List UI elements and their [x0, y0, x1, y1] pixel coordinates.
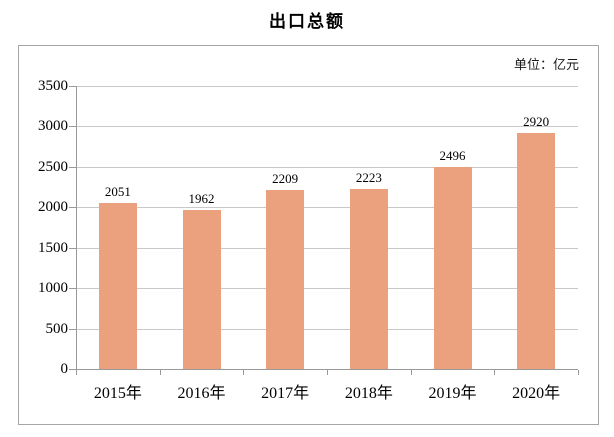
gridline — [76, 328, 578, 330]
x-axis-tick-label: 2017年 — [261, 385, 310, 402]
bar-value-label: 2496 — [439, 148, 466, 164]
gridline — [76, 166, 578, 168]
plot-area: 0 500 1000 1500 2000 2500 3000 3500 2051 2015年 196… — [19, 46, 598, 424]
y-axis-tick — [69, 369, 76, 370]
chart-title: 出口总额 — [269, 12, 345, 31]
y-axis-tick-label: 1000 — [38, 280, 68, 297]
bar — [349, 189, 388, 369]
unit-label: 单位：亿元 — [513, 57, 579, 72]
gridline — [76, 86, 578, 87]
bar — [433, 167, 472, 369]
bar — [266, 190, 305, 369]
x-axis-tick-label: 2020年 — [512, 385, 561, 402]
bar-value-label: 2209 — [272, 171, 299, 187]
x-axis-tick — [578, 370, 579, 375]
x-axis-tick — [494, 370, 496, 375]
x-axis-tick-label: 2018年 — [344, 385, 393, 402]
gridline — [76, 288, 578, 290]
y-axis-tick-label: 0 — [60, 361, 69, 377]
x-axis-tick — [327, 370, 328, 375]
y-axis-tick — [69, 247, 76, 249]
gridline — [76, 207, 578, 209]
x-axis-tick — [159, 370, 161, 375]
x-axis-tick-label: 2016年 — [177, 385, 226, 402]
x-axis-line — [76, 369, 578, 370]
x-axis-tick-label: 2019年 — [428, 385, 477, 402]
y-axis-tick-label: 3000 — [38, 118, 68, 135]
y-axis-line — [76, 86, 77, 374]
bar-value-label: 1962 — [188, 191, 215, 207]
y-axis-tick-label: 1500 — [38, 239, 68, 256]
y-axis-tick — [69, 126, 76, 128]
x-axis-tick — [410, 370, 412, 375]
bar — [517, 132, 556, 369]
y-axis-tick-label: 3500 — [38, 78, 68, 94]
bar — [182, 210, 221, 369]
x-axis-tick — [243, 370, 245, 375]
y-axis-tick — [69, 328, 76, 330]
x-axis-tick — [76, 370, 77, 375]
bar-value-label: 2920 — [523, 113, 550, 129]
bar — [98, 203, 137, 369]
x-axis-tick-label: 2015年 — [93, 385, 142, 402]
y-axis-tick — [69, 166, 76, 168]
bar-value-label: 2223 — [355, 170, 382, 186]
bar-value-label: 2051 — [104, 184, 131, 200]
y-axis-tick — [69, 86, 76, 87]
gridline — [76, 126, 578, 128]
chart-frame: 单位：亿元 0 500 1000 1500 2000 2500 3000 3500 2051 20… — [18, 45, 599, 425]
y-axis-tick-label: 2000 — [38, 199, 68, 216]
y-axis-tick — [69, 207, 76, 209]
y-axis-tick-label: 500 — [45, 320, 69, 337]
y-axis-tick-label: 2500 — [38, 158, 68, 175]
y-axis-tick — [69, 288, 76, 290]
gridline — [76, 247, 578, 249]
